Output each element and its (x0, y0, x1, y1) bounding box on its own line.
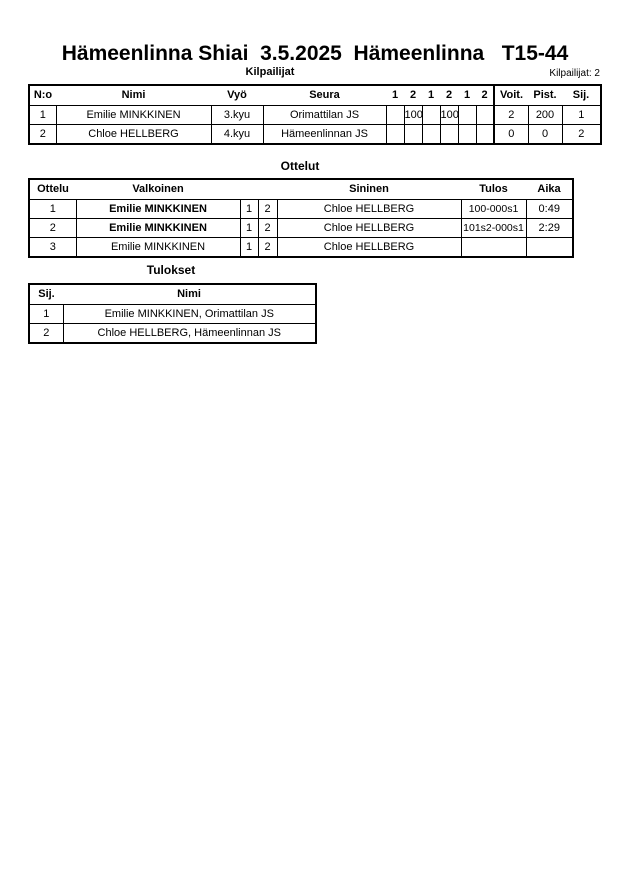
col-header-score-1: 1 (386, 84, 404, 106)
score-cell (385, 124, 405, 145)
matches-table: Ottelu Valkoinen Sininen Tulos Aika 1 Em… (28, 178, 574, 258)
match-result (460, 237, 527, 258)
score-cell (403, 124, 423, 145)
match-blue-name: Chloe HELLBERG (276, 199, 462, 219)
competitor-points: 200 (527, 105, 563, 125)
result-name: Emilie MINKKINEN, Orimattilan JS (62, 304, 317, 324)
match-no: 3 (28, 237, 77, 258)
results-section-title: Tulokset (146, 263, 196, 277)
col-header-white: Valkoinen (76, 178, 240, 200)
match-blue-name: Chloe HELLBERG (276, 237, 462, 258)
score-cell (457, 124, 477, 145)
competitor-no: 1 (28, 105, 57, 125)
match-white-name: Emilie MINKKINEN (75, 199, 241, 219)
result-row: 1 Emilie MINKKINEN, Orimattilan JS (28, 304, 317, 324)
match-white-no: 1 (239, 199, 259, 219)
col-header-points: Pist. (528, 84, 562, 106)
competitor-points: 0 (527, 124, 563, 145)
competitor-club: Hämeenlinnan JS (262, 124, 387, 145)
result-placement: 1 (28, 304, 64, 324)
competitor-placement: 1 (561, 105, 602, 125)
col-header-spacer (258, 178, 277, 200)
result-placement: 2 (28, 323, 64, 344)
page-title: Hämeenlinna Shiai 3.5.2025 Hämeenlinna T… (61, 42, 569, 65)
col-header-score-3: 1 (422, 84, 440, 106)
competitor-row: 1 Emilie MINKKINEN 3.kyu Orimattilan JS … (28, 105, 602, 125)
competitors-table: N:o Nimi Vyö Seura 1 2 1 2 1 2 Voit. Pis… (28, 84, 602, 145)
col-header-score-5: 1 (458, 84, 476, 106)
score-cell (475, 124, 495, 145)
score-cell (475, 105, 495, 125)
competitor-belt: 4.kyu (210, 124, 264, 145)
competitors-header-row: N:o Nimi Vyö Seura 1 2 1 2 1 2 Voit. Pis… (29, 84, 601, 106)
score-cell (439, 124, 459, 145)
match-blue-name: Chloe HELLBERG (276, 218, 462, 238)
match-blue-no: 2 (257, 218, 278, 238)
match-time (525, 237, 574, 258)
match-white-no: 1 (239, 237, 259, 258)
col-header-belt: Vyö (211, 84, 263, 106)
col-header-placement: Sij. (29, 283, 63, 305)
competitor-wins: 2 (493, 105, 529, 125)
matches-header-row: Ottelu Valkoinen Sininen Tulos Aika (29, 178, 573, 200)
score-cell: 100 (439, 105, 459, 125)
col-header-club: Seura (263, 84, 386, 106)
score-cell (385, 105, 405, 125)
matches-section-title: Ottelut (280, 159, 320, 173)
col-header-score-2: 2 (404, 84, 422, 106)
col-header-placement: Sij. (562, 84, 601, 106)
col-header-score-6: 2 (476, 84, 494, 106)
match-white-name: Emilie MINKKINEN (75, 237, 241, 258)
competitor-wins: 0 (493, 124, 529, 145)
result-name: Chloe HELLBERG, Hämeenlinnan JS (62, 323, 317, 344)
competitor-belt: 3.kyu (210, 105, 264, 125)
col-header-score-4: 2 (440, 84, 458, 106)
match-blue-no: 2 (257, 199, 278, 219)
competitors-count: Kilpailijat: 2 (549, 68, 600, 79)
score-cell (421, 105, 441, 125)
score-cell: 100 (403, 105, 423, 125)
competitor-placement: 2 (561, 124, 602, 145)
col-header-name: Nimi (63, 283, 316, 305)
score-cell (421, 124, 441, 145)
competitor-club: Orimattilan JS (262, 105, 387, 125)
competitor-no: 2 (28, 124, 57, 145)
page-subtitle: Kilpailijat (245, 66, 295, 78)
col-header-wins: Voit. (493, 84, 528, 106)
col-header-name: Nimi (56, 84, 211, 106)
col-header-match: Ottelu (29, 178, 76, 200)
col-header-time: Aika (526, 178, 573, 200)
match-row: 2 Emilie MINKKINEN 1 2 Chloe HELLBERG 10… (28, 218, 574, 238)
col-header-result: Tulos (461, 178, 526, 200)
competitor-row: 2 Chloe HELLBERG 4.kyu Hämeenlinnan JS 0… (28, 124, 602, 145)
match-white-name: Emilie MINKKINEN (75, 218, 241, 238)
match-row: 1 Emilie MINKKINEN 1 2 Chloe HELLBERG 10… (28, 199, 574, 219)
match-result: 100-000s1 (460, 199, 527, 219)
match-time: 2:29 (525, 218, 574, 238)
competitor-name: Chloe HELLBERG (55, 124, 212, 145)
results-header-row: Sij. Nimi (29, 283, 316, 305)
match-row: 3 Emilie MINKKINEN 1 2 Chloe HELLBERG (28, 237, 574, 258)
match-no: 1 (28, 199, 77, 219)
match-blue-no: 2 (257, 237, 278, 258)
col-header-spacer (240, 178, 258, 200)
match-no: 2 (28, 218, 77, 238)
col-header-no: N:o (29, 84, 56, 106)
results-table: Sij. Nimi 1 Emilie MINKKINEN, Orimattila… (28, 283, 317, 344)
col-header-blue: Sininen (277, 178, 461, 200)
match-time: 0:49 (525, 199, 574, 219)
score-cell (457, 105, 477, 125)
result-row: 2 Chloe HELLBERG, Hämeenlinnan JS (28, 323, 317, 344)
match-white-no: 1 (239, 218, 259, 238)
competitor-name: Emilie MINKKINEN (55, 105, 212, 125)
match-result: 101s2-000s1 (460, 218, 527, 238)
